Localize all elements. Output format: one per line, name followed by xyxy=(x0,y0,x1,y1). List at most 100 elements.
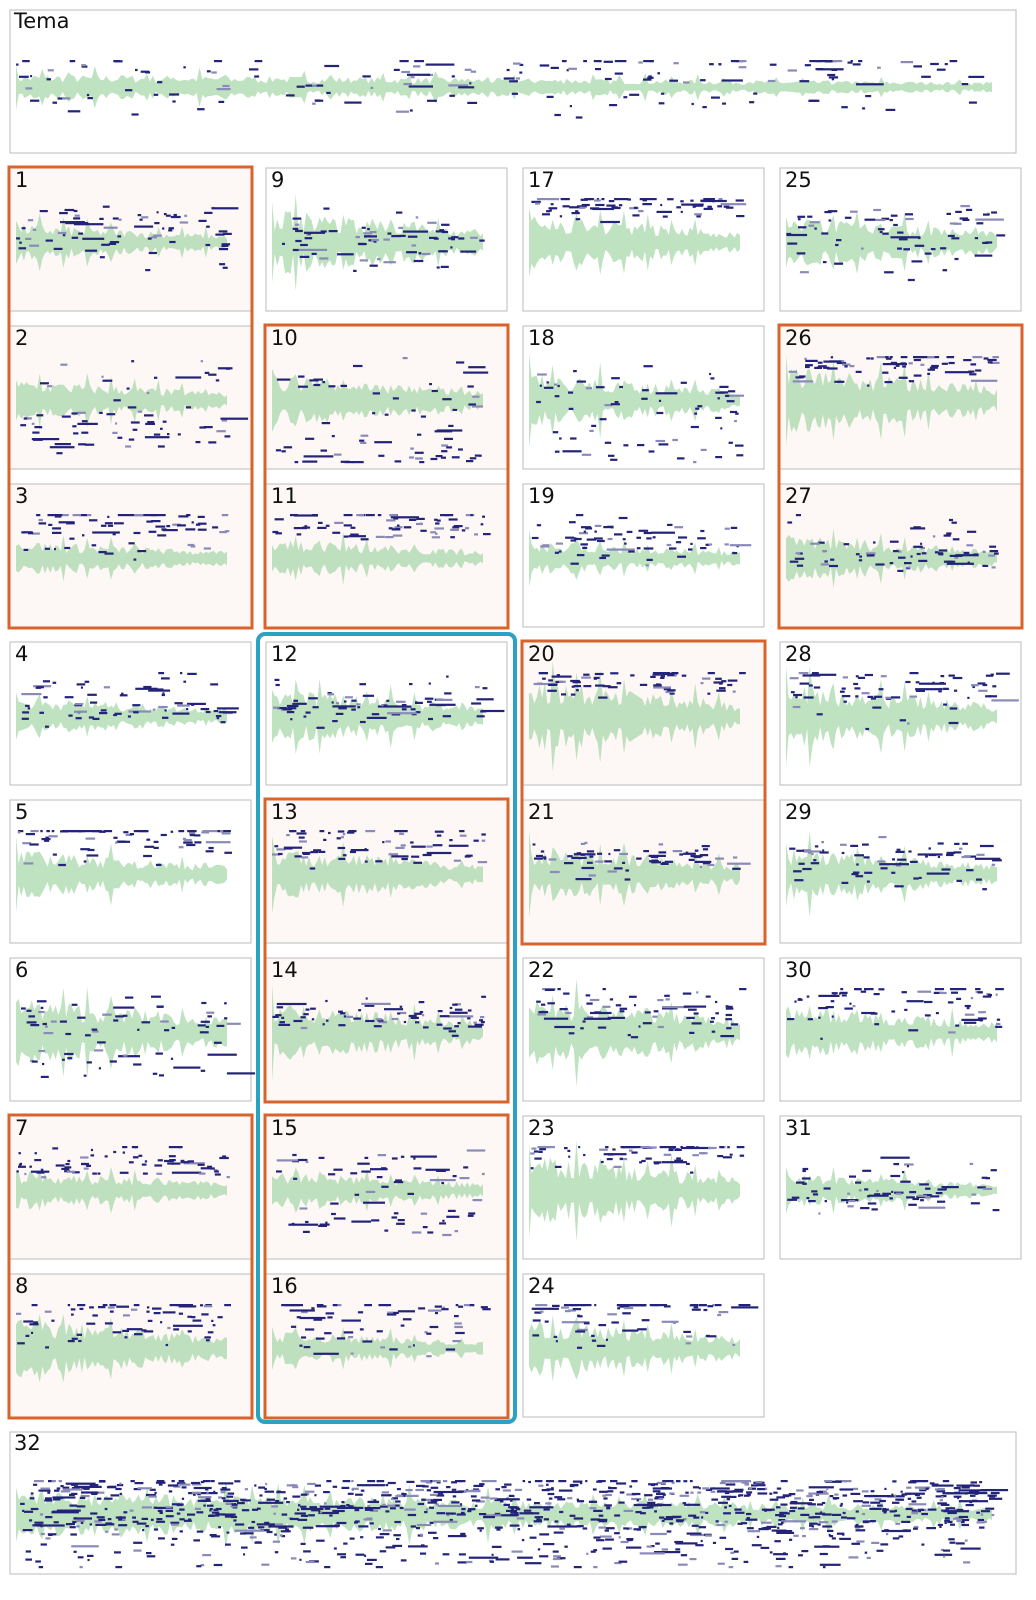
note xyxy=(167,433,170,436)
note xyxy=(292,1495,301,1498)
note xyxy=(990,1169,997,1172)
note xyxy=(290,1557,297,1560)
note xyxy=(821,232,829,235)
note xyxy=(52,527,61,530)
note xyxy=(733,1550,739,1553)
note xyxy=(177,704,190,707)
note xyxy=(98,1518,106,1521)
note xyxy=(410,1016,419,1019)
note xyxy=(442,715,451,718)
note xyxy=(443,1480,448,1483)
note xyxy=(604,860,612,863)
note xyxy=(251,1520,256,1524)
note xyxy=(200,1564,205,1567)
note xyxy=(853,682,859,686)
note xyxy=(876,1549,884,1552)
note xyxy=(375,860,383,863)
note xyxy=(699,865,703,868)
note xyxy=(141,1506,152,1509)
note xyxy=(865,95,872,98)
note xyxy=(884,356,889,359)
note xyxy=(976,1521,985,1524)
note xyxy=(647,76,654,79)
note xyxy=(593,1509,603,1512)
note xyxy=(651,861,661,864)
note xyxy=(966,208,973,211)
note xyxy=(368,235,377,238)
note xyxy=(948,361,955,365)
note xyxy=(881,217,890,220)
note xyxy=(156,1172,163,1175)
note xyxy=(205,1496,210,1499)
note xyxy=(619,1491,625,1494)
note xyxy=(716,1523,726,1527)
note xyxy=(45,1346,49,1349)
note xyxy=(643,78,652,81)
note xyxy=(22,711,30,714)
note xyxy=(289,1517,299,1521)
note xyxy=(318,1156,325,1159)
note xyxy=(360,441,367,444)
note xyxy=(902,365,907,368)
note xyxy=(636,1499,640,1502)
note xyxy=(712,1487,715,1490)
note xyxy=(697,1491,702,1494)
note xyxy=(31,438,60,441)
note xyxy=(819,1552,828,1556)
note xyxy=(343,514,353,517)
note xyxy=(460,1532,466,1535)
note xyxy=(556,674,560,677)
note xyxy=(196,1530,204,1533)
note xyxy=(629,93,640,96)
note xyxy=(299,1316,326,1320)
note xyxy=(369,231,377,234)
note xyxy=(496,1528,501,1531)
note xyxy=(467,1510,472,1513)
note xyxy=(514,1488,523,1491)
note xyxy=(910,555,913,558)
note xyxy=(522,1480,526,1483)
note xyxy=(796,849,804,852)
note xyxy=(391,713,401,716)
note xyxy=(956,997,962,1000)
note xyxy=(711,1498,719,1501)
note xyxy=(667,674,677,677)
note xyxy=(925,1487,929,1490)
note xyxy=(944,1517,950,1520)
note xyxy=(844,365,848,368)
note xyxy=(429,236,438,239)
note xyxy=(482,1308,491,1311)
note xyxy=(534,1311,542,1314)
note xyxy=(531,1147,537,1150)
note xyxy=(46,78,51,81)
note xyxy=(725,1007,734,1010)
note xyxy=(973,1484,980,1487)
panel-label: 23 xyxy=(528,1116,555,1140)
note xyxy=(60,830,69,833)
note xyxy=(715,1520,719,1523)
note xyxy=(941,1186,959,1189)
note xyxy=(155,863,162,866)
note xyxy=(395,110,409,113)
note xyxy=(564,1147,568,1150)
note xyxy=(808,1516,815,1519)
note xyxy=(841,687,846,690)
note xyxy=(890,236,921,239)
note xyxy=(221,832,231,835)
note xyxy=(403,526,412,529)
note xyxy=(603,60,613,63)
note xyxy=(787,242,798,245)
note xyxy=(780,1480,788,1483)
note xyxy=(81,1162,86,1166)
note xyxy=(913,545,923,548)
note xyxy=(820,563,830,566)
note xyxy=(901,991,907,994)
note xyxy=(153,93,159,96)
note xyxy=(64,1166,72,1169)
note xyxy=(794,1000,797,1003)
note xyxy=(662,672,669,675)
note xyxy=(604,441,612,444)
note xyxy=(937,855,940,858)
note xyxy=(197,1163,205,1166)
note xyxy=(868,1194,889,1197)
